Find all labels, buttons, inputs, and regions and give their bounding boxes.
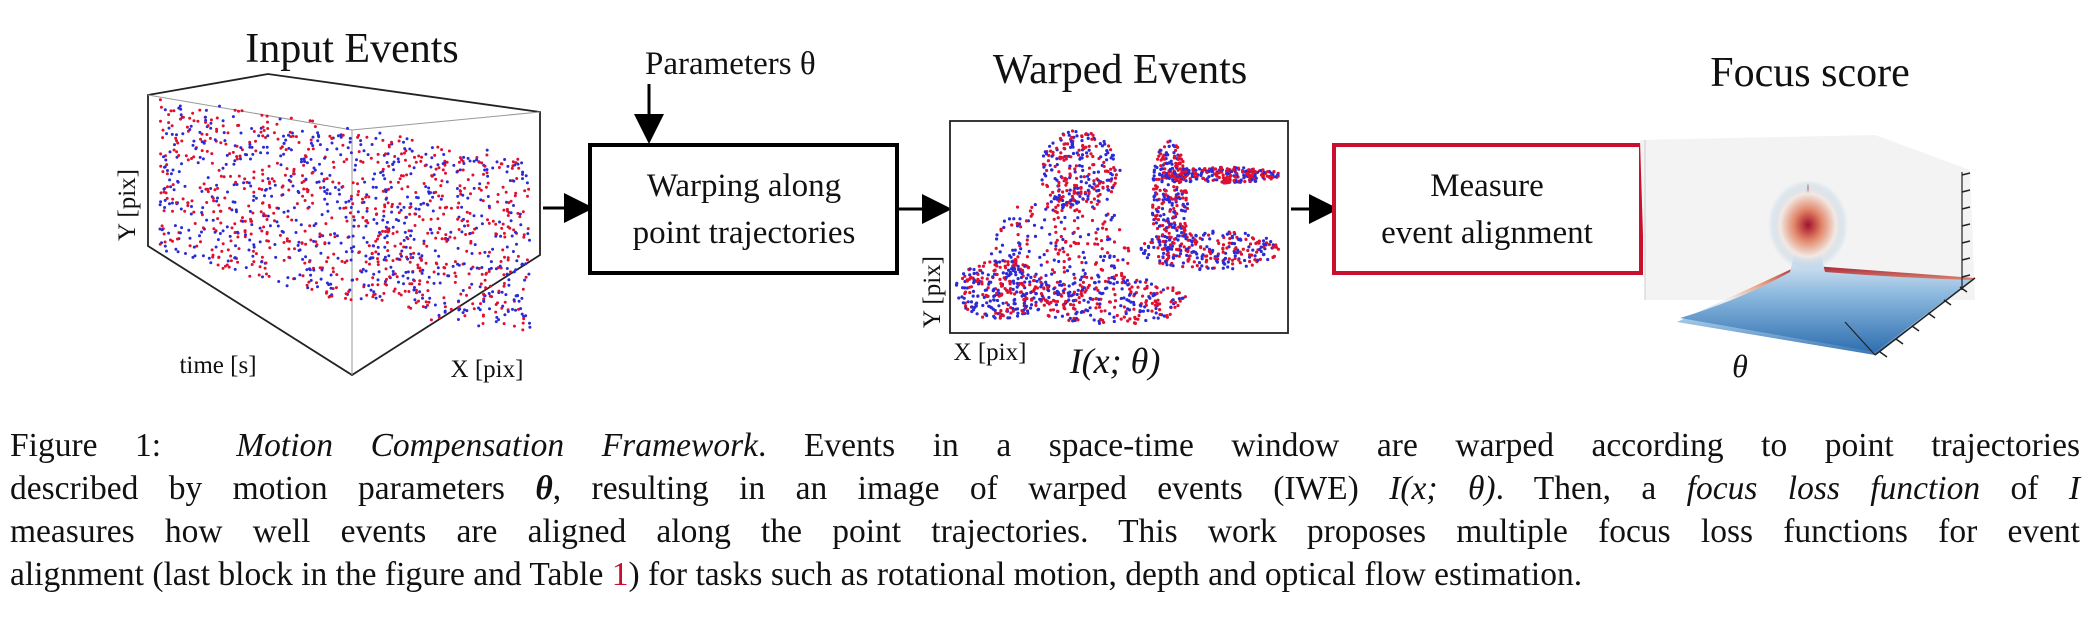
warping-block-line2: point trajectories <box>633 215 856 251</box>
focus-score-surface-plot <box>1640 135 1976 358</box>
figure-diagram: Input Events Y [pix] time [s] X [pix] Pa… <box>114 26 1976 384</box>
parameters-label: Parameters θ <box>645 46 816 82</box>
warped-events-image <box>949 120 1289 334</box>
input-events-cube <box>147 73 541 377</box>
caption-line-2c: . Then, a <box>1495 470 1687 507</box>
caption-line-4a: alignment (last block in the figure and … <box>10 556 612 593</box>
caption-focus-loss: focus loss function <box>1686 470 1981 507</box>
input-time-axis-label: time [s] <box>179 352 256 379</box>
caption-figure-label: Figure 1: <box>10 427 162 464</box>
caption-line-2a: described by motion parameters <box>10 470 536 507</box>
caption-theta: θ <box>535 470 553 507</box>
caption-line-2b: , resulting in an image of warped events… <box>552 470 1390 507</box>
warped-formula: I(x; θ) <box>1069 341 1161 381</box>
input-x-axis-label: X [pix] <box>451 356 524 383</box>
caption-line-1-text: . Events in a space-time window are warp… <box>758 427 2081 464</box>
caption-line-3: measures how well events are aligned alo… <box>10 513 2080 550</box>
focus-score-ticks <box>1879 172 1971 358</box>
warped-events-title: Warped Events <box>993 47 1247 93</box>
table-reference-link[interactable]: 1 <box>611 556 629 593</box>
caption-line-4b: ) for tasks such as rotational motion, d… <box>628 556 1583 593</box>
caption-I: I <box>2068 470 2080 507</box>
caption-line-2: described by motion parameters θ, result… <box>10 467 2080 510</box>
caption-line-1: Figure 1: Motion Compensation Framework.… <box>10 424 2080 467</box>
caption-line-4: alignment (last block in the figure and … <box>10 553 2080 596</box>
measure-block-line1: Measure <box>1430 168 1544 204</box>
measure-block-line2: event alignment <box>1381 215 1593 251</box>
warped-y-axis-label: Y [pix] <box>919 256 946 328</box>
warping-block <box>588 143 899 275</box>
caption-line-2d: of <box>1980 470 2069 507</box>
measure-block <box>1332 143 1643 275</box>
input-y-axis-label: Y [pix] <box>114 169 141 241</box>
warped-event-points <box>954 129 1280 325</box>
focus-score-axis-label: θ <box>1732 348 1748 384</box>
focus-score-title: Focus score <box>1710 50 1909 96</box>
caption-title: Motion Compensation Framework <box>236 427 759 464</box>
warping-block-line1: Warping along <box>647 168 841 204</box>
input-events-title: Input Events <box>245 26 458 72</box>
figure-caption: Figure 1: Motion Compensation Framework.… <box>10 424 2080 596</box>
warped-x-axis-label: X [pix] <box>954 339 1027 366</box>
input-event-points <box>158 98 532 332</box>
caption-formula: I(x; θ) <box>1389 470 1496 507</box>
